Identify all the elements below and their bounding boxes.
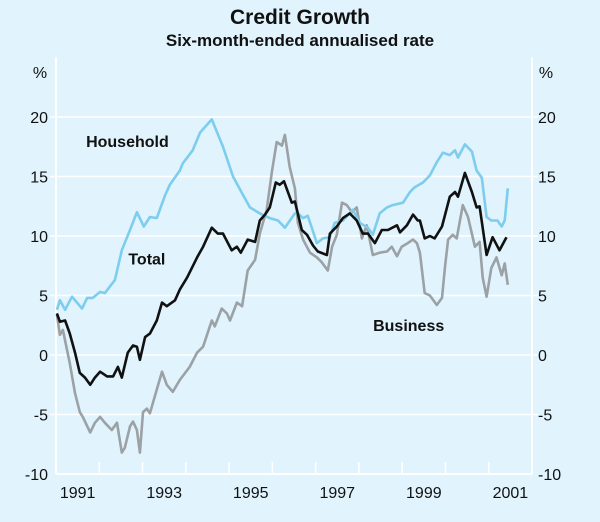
y-tick-label-right: 0: [538, 348, 547, 365]
y-tick-label-right: 15: [538, 170, 556, 187]
x-tick-label: 1993: [146, 485, 182, 502]
y-tick-label-left: 20: [30, 110, 48, 127]
y-tick-label-left: 5: [39, 289, 48, 306]
x-tick-label: 1991: [60, 485, 96, 502]
x-tick-label: 1995: [233, 485, 269, 502]
series-label-business: Business: [373, 318, 444, 335]
y-tick-label-right: 5: [538, 289, 547, 306]
x-tick-label: 2001: [493, 485, 529, 502]
series-label-total: Total: [128, 252, 165, 269]
x-tick-label: 1997: [319, 485, 355, 502]
y-tick-label-left: -5: [34, 408, 48, 425]
series-lines: [55, 118, 510, 454]
y-tick-label-left: -10: [25, 467, 48, 484]
gridlines: [50, 57, 538, 475]
y-tick-label-right: 20: [538, 110, 556, 127]
series-line-business: [55, 133, 510, 454]
y-tick-label-left: 0: [39, 348, 48, 365]
y-tick-label-right: -5: [538, 408, 552, 425]
series-line-household: [55, 118, 510, 312]
y-unit-left: %: [33, 65, 47, 82]
axis-labels: -10 -10 -5 -5 0 0 5 5 10 10 15 15 20 20 1991 1993 1995 19…: [25, 110, 561, 502]
chart-title: Credit Growth: [230, 6, 370, 29]
y-tick-label-right: -10: [538, 467, 561, 484]
y-tick-label-right: 10: [538, 229, 556, 246]
chart-subtitle: Six-month-ended annualised rate: [166, 31, 434, 50]
series-label-household: Household: [86, 134, 169, 151]
series-line-total: [55, 171, 508, 387]
y-tick-label-left: 15: [30, 170, 48, 187]
y-unit-right: %: [539, 65, 553, 82]
x-tick-label: 1999: [406, 485, 442, 502]
y-tick-label-left: 10: [30, 229, 48, 246]
